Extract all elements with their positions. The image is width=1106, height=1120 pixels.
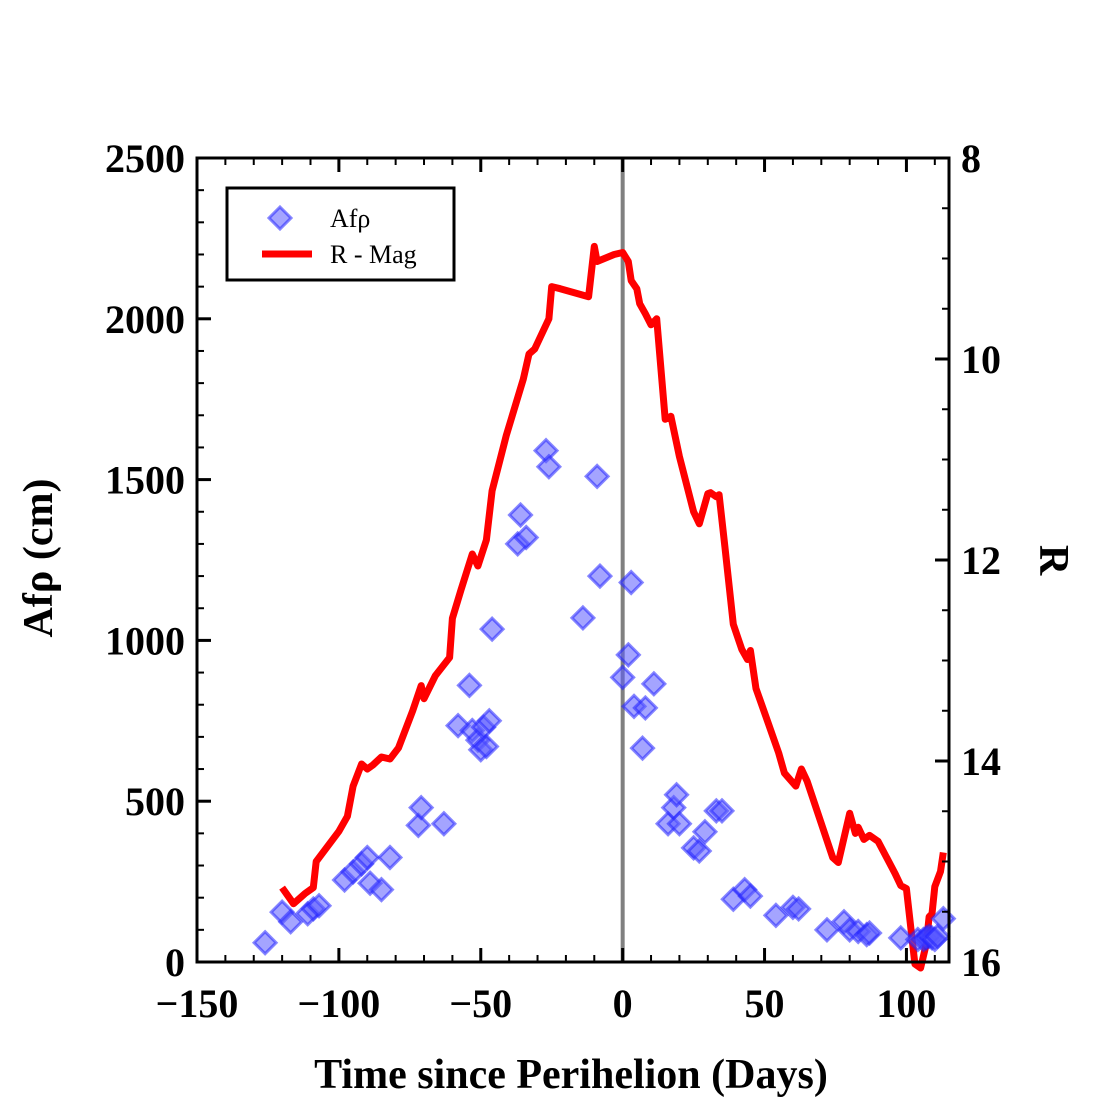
x-axis-title: Time since Perihelion (Days) [314, 1052, 828, 1098]
afrho-point-51 [737, 882, 764, 910]
afrho-point-30 [569, 604, 597, 632]
afrho-point-31 [583, 463, 611, 490]
afrho-point-46 [691, 818, 719, 845]
afrho-point-17 [456, 672, 483, 699]
afrho-point-15 [430, 810, 458, 837]
y-left-tick-label-5: 2500 [105, 136, 185, 181]
afrho-point-13 [405, 812, 432, 839]
y-left-tick-label-1: 500 [125, 779, 185, 824]
afrho-point-9 [354, 844, 381, 871]
afrho-point-35 [618, 569, 645, 596]
y-right-tick-label-2: 12 [961, 538, 1001, 583]
legend-afrho-label: Afρ [330, 204, 370, 233]
y-right-tick-label-1: 10 [961, 337, 1001, 382]
afrho-point-0 [251, 929, 279, 956]
x-tick-label-1: −100 [297, 981, 380, 1026]
y-right-tick-label-4: 16 [961, 940, 1001, 985]
afrho-point-39 [640, 670, 667, 697]
afrho-point-54 [785, 895, 812, 923]
y-left-tick-label-3: 1500 [105, 458, 185, 503]
y-left-tick-label-0: 0 [165, 940, 185, 985]
legend-box [225, 186, 456, 282]
afrho-point-27 [513, 524, 540, 551]
afrho-point-48 [708, 797, 736, 824]
afrho-point-42 [663, 781, 690, 808]
x-tick-label-2: −50 [449, 981, 512, 1026]
afrho-point-23 [476, 707, 503, 734]
afrho-point-33 [609, 664, 636, 691]
afrho-point-2 [277, 908, 304, 935]
afrho-point-26 [507, 501, 534, 529]
legend-rmag-label: R - Mag [330, 240, 417, 269]
afrho-point-14 [408, 794, 435, 821]
y-right-tick-label-3: 14 [961, 739, 1001, 784]
afrho-point-5 [305, 892, 333, 919]
afrho-point-52 [762, 902, 790, 929]
y-left-tick-label-2: 1000 [105, 618, 185, 663]
x-tick-label-0: −150 [156, 981, 239, 1026]
y-right-axis-title: R [1030, 545, 1076, 576]
legend-afrho-marker [266, 204, 294, 232]
afrho-point-32 [586, 562, 614, 590]
afrho-point-38 [632, 694, 659, 722]
afrho-point-29 [535, 453, 563, 480]
afrho-point-45 [686, 837, 713, 865]
afrho-point-61 [887, 924, 914, 952]
afrho-point-55 [813, 916, 841, 943]
y-left-axis-title: Afρ (cm) [16, 479, 62, 638]
y-left-tick-label-4: 2000 [105, 297, 185, 342]
rmag-line [279, 242, 947, 972]
afrho-point-24 [479, 616, 506, 643]
series-layer [251, 242, 957, 972]
x-tick-label-4: 50 [745, 981, 785, 1026]
afrho-point-12 [376, 844, 404, 871]
afrho-point-43 [666, 810, 693, 837]
x-tick-label-5: 100 [876, 981, 936, 1026]
afrho-point-60 [856, 919, 883, 947]
afrho-point-22 [473, 733, 500, 760]
afrho-point-34 [615, 641, 642, 668]
afrho-point-11 [368, 876, 395, 903]
x-tick-label-3: 0 [613, 981, 633, 1026]
y-right-tick-label-0: 8 [961, 136, 981, 181]
afrho-point-37 [629, 735, 656, 762]
legend: Afρ R - Mag [225, 186, 456, 282]
